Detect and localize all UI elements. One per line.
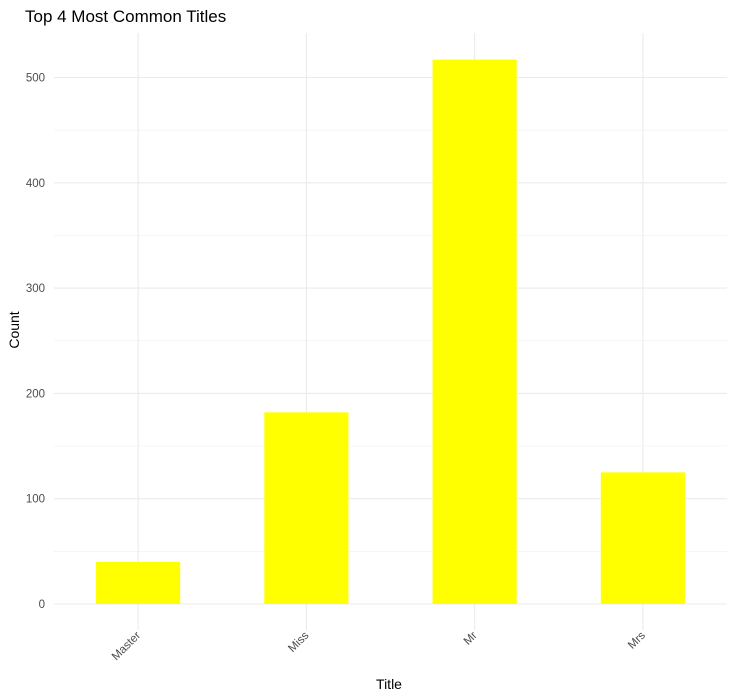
bar-miss [264,412,349,604]
x-tick-label-master: Master [110,630,143,663]
x-axis-title: Title [376,676,402,692]
x-tick-label-mr: Mr [462,630,480,648]
bar-mrs [600,472,685,604]
y-tick-label: 500 [26,73,45,85]
y-tick-label: 100 [26,494,45,506]
chart-title: Top 4 Most Common Titles [25,7,226,26]
bar-master [96,561,181,604]
x-axis-tick-labels: Master Miss Mr Mrs [110,629,648,663]
x-tick-label-miss: Miss [286,629,311,654]
y-tick-label: 300 [26,283,45,295]
x-tick-label-mrs: Mrs [626,629,648,651]
y-tick-label: 400 [26,178,45,190]
bar-mr [432,59,517,604]
bars [96,59,685,604]
y-axis-tick-labels: 0 100 200 300 400 500 [26,73,45,612]
y-tick-label: 200 [26,388,45,400]
y-axis-title: Count [6,311,22,348]
y-tick-label: 0 [39,599,45,611]
